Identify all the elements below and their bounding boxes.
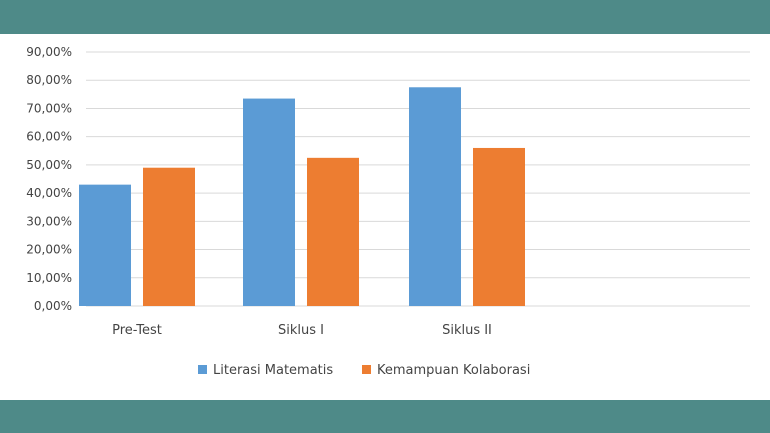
y-tick-label: 10,00% (26, 271, 72, 285)
legend-swatch (362, 365, 371, 374)
bars (79, 87, 525, 307)
bar-literasi-matematis-2 (409, 87, 461, 307)
top-band (0, 0, 770, 34)
legend-swatch (198, 365, 207, 374)
y-tick-label: 20,00% (26, 243, 72, 257)
bar-kemampuan-kolaborasi-2 (473, 147, 525, 306)
x-category-label: Siklus I (278, 323, 324, 338)
bar-literasi-matematis-0 (79, 184, 131, 306)
y-tick-label: 90,00% (26, 45, 72, 59)
x-category-label: Siklus II (442, 323, 492, 338)
bar-kemampuan-kolaborasi-1 (307, 157, 359, 306)
bottom-band (0, 400, 770, 433)
legend-label: Literasi Matematis (213, 363, 333, 378)
y-tick-label: 50,00% (26, 158, 72, 172)
x-category-label: Pre-Test (112, 323, 162, 338)
y-tick-label: 70,00% (26, 101, 72, 115)
legend-label: Kemampuan Kolaborasi (377, 363, 530, 378)
bar-literasi-matematis-1 (243, 98, 295, 306)
x-axis-labels: Pre-Test Siklus I Siklus II (112, 323, 492, 338)
y-tick-label: 80,00% (26, 73, 72, 87)
y-axis-ticks: 0,00% 10,00% 20,00% 30,00% 40,00% 50,00% 60,00… (26, 45, 72, 313)
y-tick-label: 60,00% (26, 130, 72, 144)
bar-kemampuan-kolaborasi-0 (143, 167, 195, 306)
legend: Literasi Matematis Kemampuan Kolaborasi (198, 363, 530, 378)
y-tick-label: 40,00% (26, 186, 72, 200)
y-tick-label: 30,00% (26, 214, 72, 228)
bar-chart: 0,00% 10,00% 20,00% 30,00% 40,00% 50,00% 60,00… (26, 45, 750, 378)
y-tick-label: 0,00% (34, 299, 72, 313)
